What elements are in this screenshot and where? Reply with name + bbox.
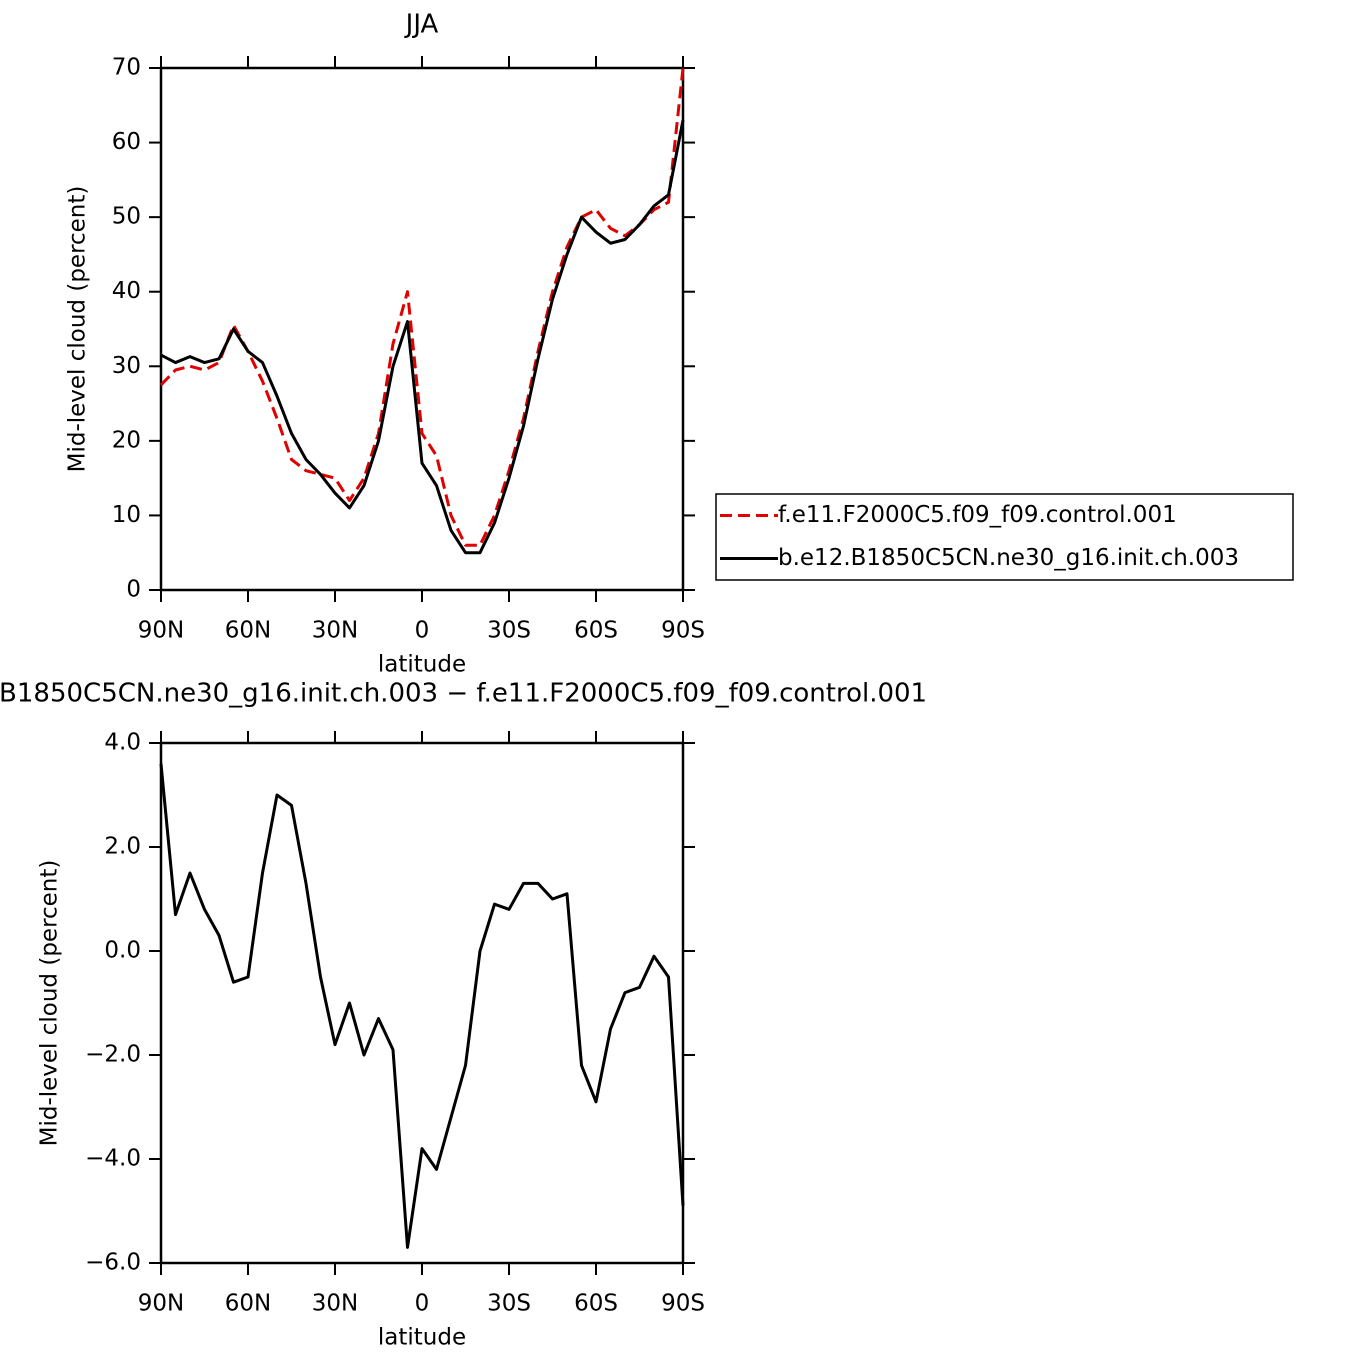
x-tick-label: 30N xyxy=(312,618,358,644)
y-tick-label: 20 xyxy=(112,427,141,453)
y-tick-label: −4.0 xyxy=(85,1146,141,1172)
y-tick-label: 70 xyxy=(112,55,141,81)
legend-label: f.e11.F2000C5.f09_f09.control.001 xyxy=(778,502,1177,528)
y-tick-label: −6.0 xyxy=(85,1250,141,1276)
x-axis-label: latitude xyxy=(378,1325,466,1351)
data-line xyxy=(159,763,685,1249)
y-tick-label: 30 xyxy=(112,353,141,379)
x-tick-label: 0 xyxy=(415,618,430,644)
data-line xyxy=(160,119,685,555)
x-tick-label: 0 xyxy=(415,1291,430,1317)
y-tick-label: 10 xyxy=(112,502,141,528)
x-tick-label: 90S xyxy=(661,1291,705,1317)
legend: f.e11.F2000C5.f09_f09.control.001 b.e12.B… xyxy=(715,493,1294,581)
y-tick-label: 0.0 xyxy=(104,938,141,964)
x-tick-label: 30S xyxy=(487,618,531,644)
x-tick-label: 60S xyxy=(574,618,618,644)
x-tick-label: 30N xyxy=(312,1291,358,1317)
x-tick-label: 60N xyxy=(225,618,271,644)
chart-title: b.e12.B1850C5CN.ne30_g16.init.ch.003 − f… xyxy=(0,679,927,709)
x-tick-label: 30S xyxy=(487,1291,531,1317)
y-tick-label: 2.0 xyxy=(104,834,141,860)
x-tick-label: 60S xyxy=(574,1291,618,1317)
y-tick-label: 60 xyxy=(112,129,141,155)
chart-title: JJA xyxy=(404,10,439,40)
y-tick-label: 40 xyxy=(112,278,141,304)
legend-label: b.e12.B1850C5CN.ne30_g16.init.ch.003 xyxy=(778,545,1239,571)
y-tick-label: 4.0 xyxy=(104,730,141,756)
x-tick-label: 90S xyxy=(661,618,705,644)
x-tick-label: 90N xyxy=(138,618,184,644)
plot-frame xyxy=(159,741,685,1265)
plot-frame xyxy=(159,66,685,592)
x-tick-label: 60N xyxy=(225,1291,271,1317)
y-axis-label: Mid-level cloud (percent) xyxy=(65,186,91,473)
data-line xyxy=(159,67,685,547)
y-tick-label: 0 xyxy=(126,577,141,603)
x-axis-label: latitude xyxy=(378,652,466,678)
y-axis-label: Mid-level cloud (percent) xyxy=(37,860,63,1147)
y-tick-label: −2.0 xyxy=(85,1042,141,1068)
y-tick-label: 50 xyxy=(112,204,141,230)
x-tick-label: 90N xyxy=(138,1291,184,1317)
legend-box xyxy=(715,493,1294,581)
